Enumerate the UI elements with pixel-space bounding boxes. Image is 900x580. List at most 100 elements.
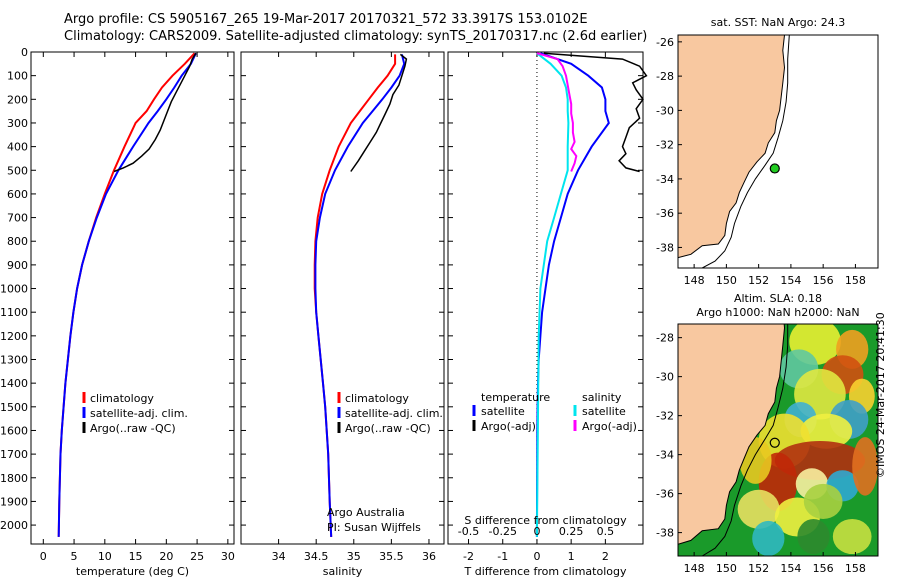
sal-xtick-label: 34.5 [304, 550, 329, 563]
imos-timestamp: ©IMOS 24-Mar-2017 20:41:30 [874, 312, 887, 478]
diff-xtick-label: 2 [602, 550, 609, 563]
sal-series-satellite-adj-clim- [314, 54, 406, 537]
depth-tick-label: 500 [7, 164, 28, 177]
sla-map-title-line-1: Altim. SLA: 0.18 [734, 292, 822, 305]
sst-map-lat-label: -32 [656, 139, 674, 152]
depth-tick-label: 0 [21, 46, 28, 59]
depth-tick-label: 1900 [0, 495, 28, 508]
sst-map-lon-label: 150 [716, 274, 737, 287]
depth-tick-label: 1500 [0, 401, 28, 414]
depth-tick-label: 300 [7, 117, 28, 130]
sla-map-argo-position-marker [769, 437, 780, 448]
sal-xlabel: salinity [323, 565, 363, 578]
temp-xtick-label: 30 [221, 550, 235, 563]
sal-legend-label: satellite-adj. clim. [345, 407, 443, 420]
sla-map-isobath [701, 324, 789, 556]
temp-panel-frame [30, 51, 235, 545]
sst-map-lat-label: -26 [656, 36, 674, 49]
depth-tick-label: 1600 [0, 424, 28, 437]
sst-map-lon-label: 152 [748, 274, 769, 287]
temp-xtick-label: 0 [40, 550, 47, 563]
sst-map-lat-label: -38 [656, 241, 674, 254]
diff-legend-title-salinity: salinity [582, 391, 622, 404]
sla-map-anomaly-blob [737, 489, 780, 529]
depth-tick-label: 1700 [0, 448, 28, 461]
sst-map-map-layer [678, 35, 878, 268]
panel-annotation: PI: Susan Wijffels [327, 521, 421, 534]
diff-xlabel: T difference from climatology [464, 565, 627, 578]
sst-map-lat-label: -28 [656, 70, 674, 83]
diff-panel-frame [447, 51, 644, 545]
sdiff-tick-label: 0.25 [559, 525, 584, 538]
diff-legend-label: Argo(-adj) [582, 420, 637, 433]
plot-title-line-2: Climatology: CARS2009. Satellite-adjuste… [64, 29, 648, 44]
diff-xtick-label: -1 [497, 550, 508, 563]
depth-tick-label: 1300 [0, 354, 28, 367]
depth-tick-label: 1400 [0, 377, 28, 390]
sdiff-tick-label: -0.5 [458, 525, 479, 538]
sst-map-lat-label: -36 [656, 207, 674, 220]
sla-map-lon-label: 158 [845, 562, 866, 575]
sal-series-climatology [313, 54, 397, 537]
depth-tick-label: 800 [7, 235, 28, 248]
depth-tick-label: 1100 [0, 306, 28, 319]
sla-map-anomaly-blob [852, 437, 878, 496]
sla-map-anomaly-blob [752, 520, 785, 556]
sla-map-lat-label: -32 [656, 410, 674, 423]
temp-xtick-label: 20 [159, 550, 173, 563]
depth-tick-label: 1800 [0, 472, 28, 485]
sla-map-anomaly-blob [800, 413, 853, 449]
sdiff-tick-label: 0 [533, 525, 540, 538]
sla-map-frame [677, 323, 879, 557]
sla-map-title-line-2: Argo h1000: NaN h2000: NaN [696, 306, 859, 319]
diff-series-argo-adj- [543, 52, 648, 173]
sla-map-lat-label: -34 [656, 449, 674, 462]
diff-legend-label: satellite [481, 405, 525, 418]
depth-tick-label: 600 [7, 188, 28, 201]
sla-map-lat-label: -30 [656, 371, 674, 384]
sdiff-tick-label: 0.5 [597, 525, 615, 538]
depth-tick-label: 900 [7, 259, 28, 272]
temp-series-climatology [57, 52, 196, 537]
sst-map-lon-label: 148 [684, 274, 705, 287]
plot-title-line-1: Argo profile: CS 5905167_265 19-Mar-2017… [64, 12, 588, 27]
sla-map-lon-label: 150 [716, 562, 737, 575]
sdiff-tick-label: -0.25 [489, 525, 517, 538]
depth-tick-label: 2000 [0, 519, 28, 532]
temp-legend-label: climatology [90, 392, 154, 405]
sal-series-argo-raw-qc- [350, 53, 408, 172]
sst-map-isobath [701, 35, 790, 268]
sla-map-land [678, 324, 786, 546]
sla-map-anomaly-blob [803, 483, 843, 519]
sla-map-lon-label: 154 [780, 562, 801, 575]
sla-map-lon-label: 156 [813, 562, 834, 575]
sal-panel-frame [240, 51, 445, 545]
sst-map-lon-label: 156 [813, 274, 834, 287]
sst-map-frame [677, 34, 879, 269]
sst-map-land [678, 35, 786, 259]
sla-map-anomaly-blob [832, 518, 872, 555]
sla-map-lat-label: -28 [656, 332, 674, 345]
sla-map-map-layer [678, 324, 878, 556]
diff-xtick-label: -2 [463, 550, 474, 563]
sst-map-argo-position-marker [769, 163, 780, 174]
sal-xtick-label: 35 [347, 550, 361, 563]
temp-xtick-label: 25 [190, 550, 204, 563]
sla-map-lon-label: 152 [748, 562, 769, 575]
depth-tick-label: 700 [7, 212, 28, 225]
temp-series-satellite-adj-clim- [57, 52, 197, 537]
diff-legend-label: Argo(-adj) [481, 420, 536, 433]
sal-legend-label: Argo(..raw -QC) [345, 422, 431, 435]
diff-legend-title-temperature: temperature [481, 391, 550, 404]
temp-xtick-label: 5 [71, 550, 78, 563]
diff-series-argo-adj- [536, 52, 578, 172]
sal-xtick-label: 35.5 [379, 550, 404, 563]
sla-map-lat-label: -36 [656, 488, 674, 501]
diff-legend-label: satellite [582, 405, 626, 418]
temp-series-argo-raw-qc- [113, 52, 197, 173]
sal-legend-label: climatology [345, 392, 409, 405]
diff-series-satellite [535, 52, 570, 537]
depth-tick-label: 1200 [0, 330, 28, 343]
sal-xtick-label: 34 [272, 550, 286, 563]
